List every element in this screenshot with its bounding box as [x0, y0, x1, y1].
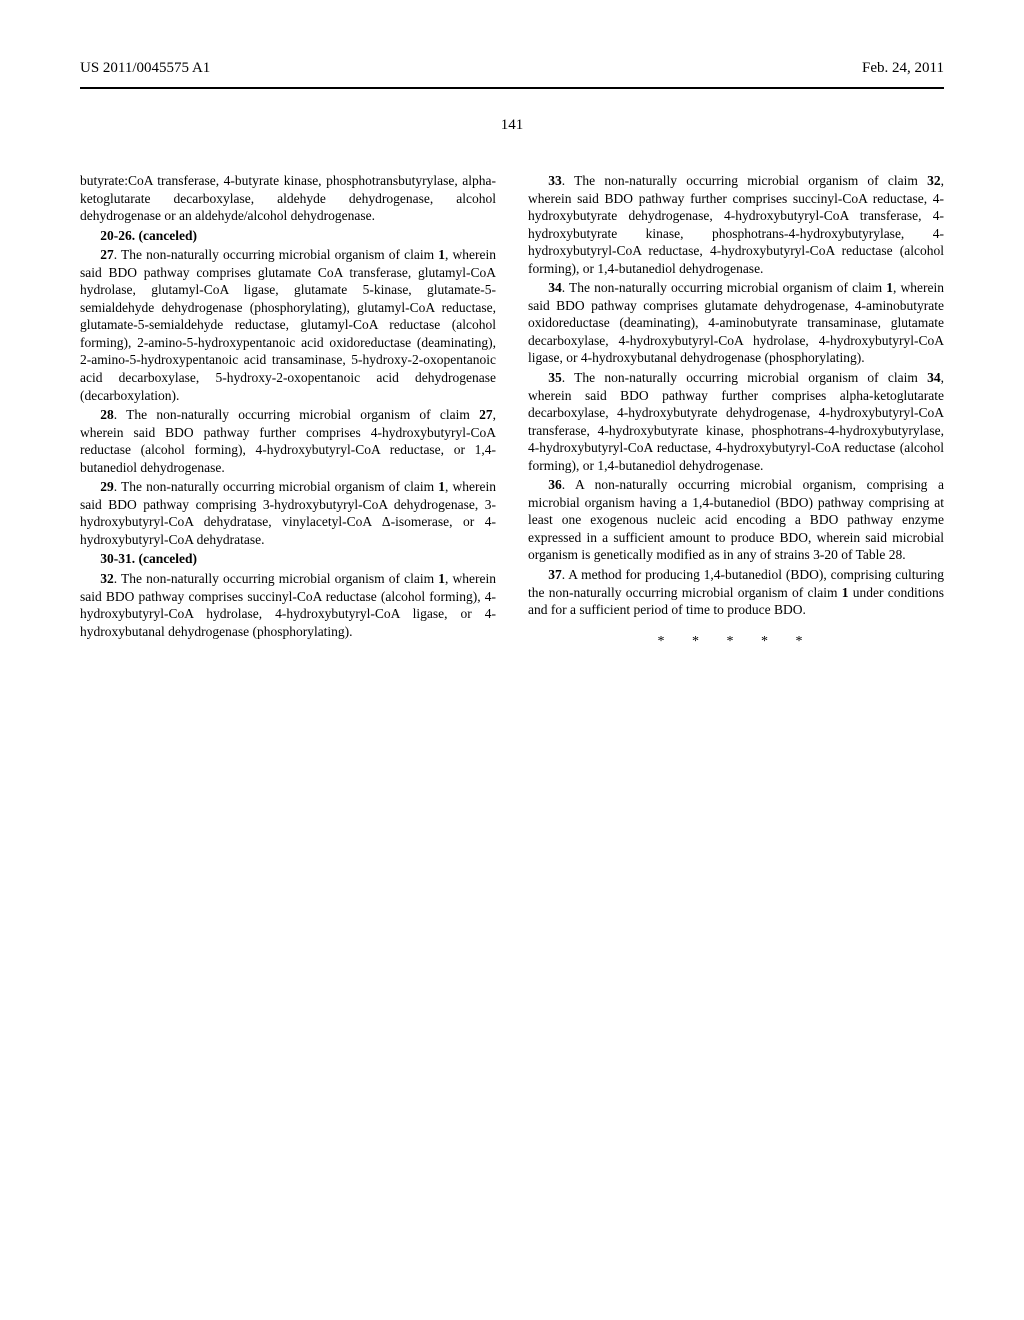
doc-number: US 2011/0045575 A1: [80, 60, 210, 77]
header-rule: [80, 87, 944, 89]
claim-28: 28. The non-naturally occurring microbia…: [80, 406, 496, 476]
claim-35: 35. The non-naturally occurring microbia…: [528, 369, 944, 474]
claim-32: 32. The non-naturally occurring microbia…: [80, 570, 496, 640]
claim-19-continuation: butyrate:CoA transferase, 4-butyrate kin…: [80, 172, 496, 225]
claim-37: 37. A method for producing 1,4-butanedio…: [528, 566, 944, 619]
claims-20-26-canceled: 20-26. (canceled): [80, 227, 496, 245]
patent-page: US 2011/0045575 A1 Feb. 24, 2011 141 but…: [0, 0, 1024, 711]
page-number: 141: [80, 117, 944, 134]
pub-date: Feb. 24, 2011: [862, 60, 944, 77]
claim-34: 34. The non-naturally occurring microbia…: [528, 279, 944, 367]
claim-range-20-26: 20-26. (canceled): [100, 228, 197, 243]
end-of-claims-marks: * * * * *: [528, 633, 944, 651]
claim-range-30-31: 30-31. (canceled): [100, 551, 197, 566]
claim-27: 27. The non-naturally occurring microbia…: [80, 246, 496, 404]
page-header: US 2011/0045575 A1 Feb. 24, 2011: [80, 60, 944, 77]
claim-33: 33. The non-naturally occurring microbia…: [528, 172, 944, 277]
claim-29: 29. The non-naturally occurring microbia…: [80, 478, 496, 548]
claims-columns: butyrate:CoA transferase, 4-butyrate kin…: [80, 172, 944, 651]
claims-30-31-canceled: 30-31. (canceled): [80, 550, 496, 568]
claim-36: 36. A non-naturally occurring microbial …: [528, 476, 944, 564]
